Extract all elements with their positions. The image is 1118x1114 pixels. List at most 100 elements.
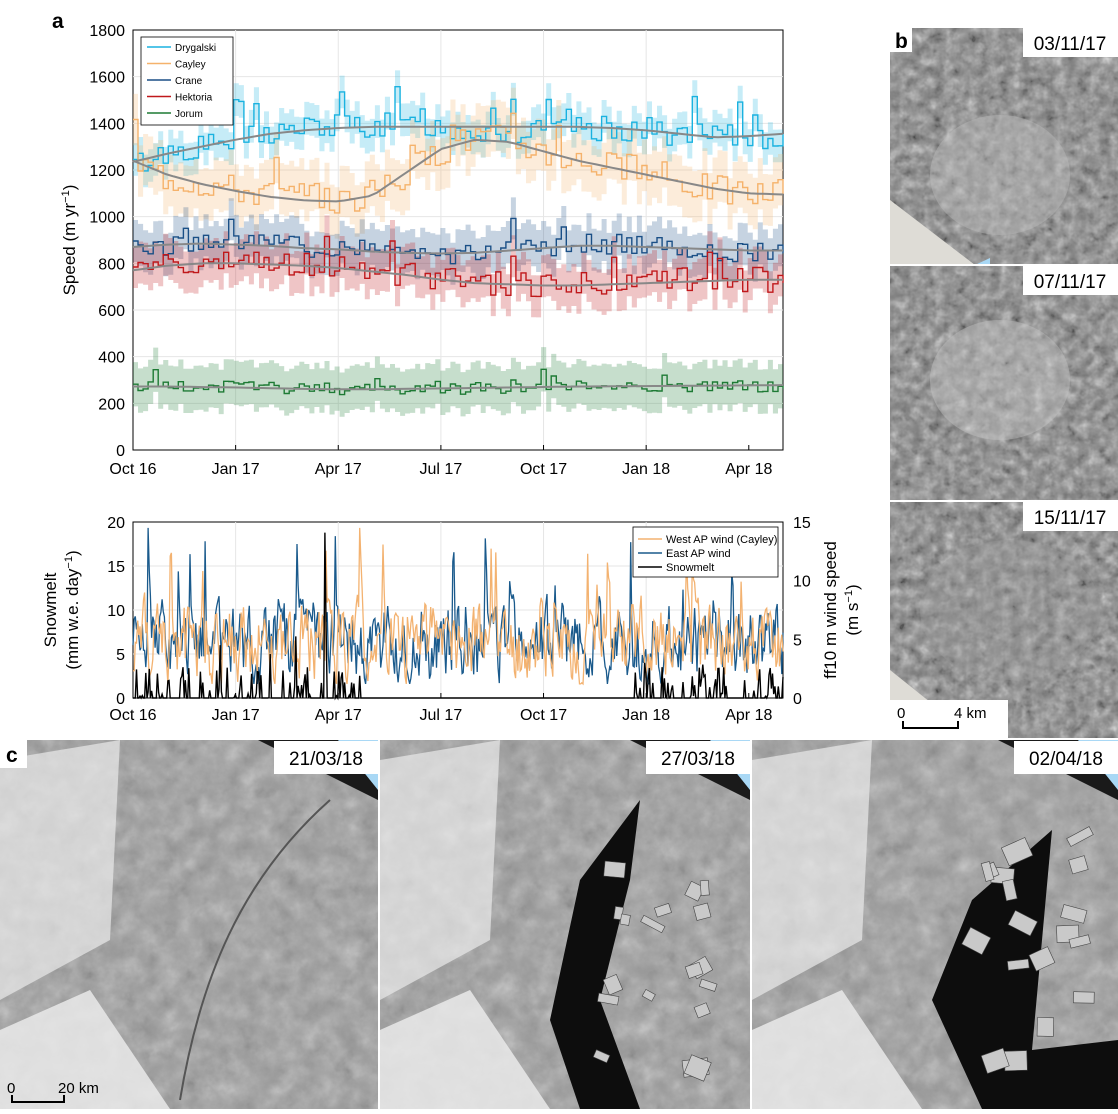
- trend-cayley: [132, 138, 784, 203]
- ice-floe: [1068, 855, 1089, 875]
- satellite-tile-3: 02/04/18: [752, 740, 1118, 1109]
- y-tick-label: 1000: [89, 210, 125, 227]
- y-left-tick-label: 5: [116, 647, 125, 664]
- x-tick-label: Apr 17: [315, 461, 362, 478]
- ice-floe: [1036, 1017, 1055, 1037]
- date-box-b1: [1023, 28, 1118, 57]
- date-box-c: [1014, 741, 1118, 774]
- y-tick-label: 200: [98, 396, 125, 413]
- trend-crane: [132, 242, 783, 255]
- date-label-c2: 27/03/18: [661, 749, 735, 770]
- scale-b-end: 4 km: [954, 705, 987, 722]
- speed-trend-lines: [132, 125, 784, 391]
- wind-x-ticks: Oct 16 Jan 17 Apr 17 Jul 17 Oct 17 Jan 18 Apr …: [109, 693, 772, 724]
- date-box-b2: [1023, 266, 1118, 295]
- mask-triangle-1: [890, 200, 975, 265]
- wind-legend-box: [632, 526, 779, 578]
- panel-b-letter-box: [890, 28, 912, 52]
- y-tick-label: 1600: [89, 70, 125, 87]
- date-label-b2: 07/11/17: [1034, 272, 1107, 293]
- panel-b-images: 03/11/17 07/11/17 15/11/17 b 0 4 km: [890, 28, 1118, 738]
- y-left-tick-label: 20: [107, 515, 125, 532]
- ice-floe: [619, 913, 631, 926]
- mountain-area: [380, 740, 500, 1000]
- series-cayley: [133, 112, 784, 214]
- legend-label-cayley: Cayley: [175, 60, 206, 71]
- calved-area: [932, 830, 1118, 1109]
- sea-corner-1: [975, 258, 990, 265]
- series-snowmelt: [133, 532, 784, 701]
- y-left-tick-label: 0: [116, 691, 125, 708]
- legend-label-hektoria: Hektoria: [175, 93, 213, 104]
- y-right-tick-label: 10: [793, 574, 811, 591]
- ice-floe: [961, 926, 992, 956]
- trend-hektoria: [132, 262, 783, 287]
- band-drygalski: [133, 70, 783, 188]
- glacier-area: [380, 990, 550, 1109]
- x-tick-label: Oct 16: [109, 707, 156, 724]
- glacier-area: [752, 990, 922, 1109]
- x-tick-label: Apr 18: [725, 707, 772, 724]
- ice-floe: [683, 1054, 712, 1082]
- series-west-ap-wind: [132, 527, 784, 686]
- speed-plot-area: [132, 29, 784, 451]
- date-label-b1: 03/11/17: [1034, 34, 1107, 55]
- x-tick-label: Jul 17: [420, 707, 463, 724]
- ice-floe: [1066, 826, 1094, 847]
- band-crane: [133, 197, 783, 285]
- y-tick-label: 0: [116, 443, 125, 460]
- x-tick-label: Jan 18: [622, 707, 670, 724]
- x-tick-label: Jan 17: [212, 707, 260, 724]
- x-tick-label: Oct 17: [520, 707, 567, 724]
- date-label-b3: 15/11/17: [1034, 508, 1107, 529]
- ice-floe: [640, 914, 666, 934]
- band-cayley: [133, 87, 783, 239]
- ice-floe: [980, 861, 995, 882]
- y-tick-label: 1400: [89, 116, 125, 133]
- y-left-tick-label: 10: [107, 603, 125, 620]
- snowmelt-y-label-line1: Snowmelt: [41, 572, 60, 647]
- y-tick-label: 600: [98, 303, 125, 320]
- scale-c-end: 20 km: [58, 1080, 99, 1097]
- date-box-c: [646, 741, 750, 774]
- ice-floe: [684, 961, 704, 979]
- ice-floe: [1028, 946, 1056, 972]
- ice-floe: [1007, 909, 1038, 937]
- ice-floe: [597, 992, 620, 1006]
- legend-label-crane: Crane: [175, 76, 203, 87]
- band-hektoria: [133, 215, 783, 318]
- y-tick-label: 400: [98, 350, 125, 367]
- ice-floe: [1007, 958, 1030, 971]
- scale-b-start: 0: [897, 705, 905, 722]
- ice-floe: [1060, 904, 1088, 924]
- y-right-tick-label: 5: [793, 632, 802, 649]
- series-drygalski: [133, 86, 784, 172]
- panel-c-letter-box: [0, 740, 27, 768]
- speed-uncertainty-bands: [133, 70, 783, 417]
- glacier-area: [0, 990, 170, 1109]
- rift-line: [179, 799, 331, 1101]
- mountain-area: [0, 740, 120, 1000]
- wind-legend-label: Snowmelt: [666, 562, 714, 574]
- wind-series-lines: [132, 527, 784, 701]
- date-label-c3: 02/04/18: [1029, 749, 1103, 770]
- y-tick-label: 1800: [89, 23, 125, 40]
- x-tick-label: Jan 17: [212, 461, 260, 478]
- ice-floe: [654, 903, 672, 918]
- panel-a-label: a: [52, 10, 64, 33]
- panel-c-label: c: [6, 744, 18, 767]
- ice-floe: [641, 988, 656, 1002]
- date-box-b3: [1023, 502, 1118, 531]
- scale-c-start: 0: [7, 1080, 15, 1097]
- trend-jorum: [133, 384, 784, 391]
- x-tick-label: Apr 18: [725, 461, 772, 478]
- x-tick-label: Oct 16: [109, 461, 156, 478]
- legend-box: [140, 36, 234, 126]
- ice-floe: [692, 902, 712, 921]
- ice-tongue-3: [920, 540, 1100, 680]
- ice-floe: [693, 1002, 711, 1019]
- y-left-tick-label: 15: [107, 559, 125, 576]
- x-tick-label: Oct 17: [520, 461, 567, 478]
